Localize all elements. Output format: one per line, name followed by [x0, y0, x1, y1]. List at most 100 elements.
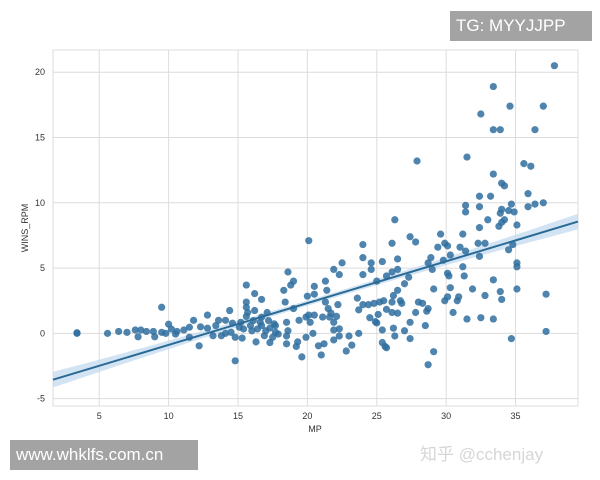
data-point: [389, 324, 398, 332]
data-point: [330, 265, 338, 273]
data-point: [115, 327, 123, 336]
data-points: [73, 62, 559, 369]
data-point: [227, 328, 235, 336]
data-point: [292, 342, 300, 351]
data-point: [496, 287, 504, 296]
data-point: [393, 265, 402, 273]
data-point: [406, 233, 414, 241]
y-axis-label: WINS_RPM: [20, 204, 30, 253]
regression-line-group: [52, 220, 579, 381]
data-point: [459, 263, 467, 271]
data-point: [498, 218, 506, 226]
data-point: [486, 192, 495, 200]
data-point: [505, 207, 513, 215]
data-point: [378, 257, 386, 266]
data-point: [298, 353, 306, 361]
data-point: [427, 254, 435, 262]
data-point: [221, 316, 230, 324]
data-point: [195, 342, 203, 350]
data-point: [461, 201, 470, 210]
data-point: [496, 209, 504, 217]
data-point: [414, 298, 423, 306]
y-tick-label: 20: [35, 67, 45, 77]
data-point: [334, 301, 342, 309]
data-point: [475, 252, 484, 260]
data-point: [513, 221, 521, 229]
data-point: [374, 310, 382, 319]
data-point: [382, 344, 391, 352]
data-point: [330, 336, 338, 344]
data-point: [203, 324, 212, 332]
data-point: [284, 268, 292, 276]
data-point: [378, 326, 386, 334]
data-point: [405, 273, 413, 281]
data-point: [513, 285, 521, 293]
data-point: [321, 298, 330, 306]
data-point: [269, 333, 277, 341]
data-point: [468, 285, 477, 293]
data-point: [367, 259, 375, 267]
data-point: [449, 308, 457, 317]
data-point: [151, 333, 159, 341]
data-point: [455, 293, 463, 301]
data-point: [180, 326, 188, 334]
tg-watermark: TG: MYYJJPP: [450, 11, 592, 41]
data-point: [209, 332, 217, 340]
data-point: [443, 242, 452, 250]
data-point: [382, 305, 391, 313]
data-point: [364, 301, 373, 309]
data-point: [330, 318, 338, 326]
data-point: [391, 332, 399, 340]
data-point: [445, 272, 453, 280]
data-point: [531, 126, 539, 134]
data-point: [539, 199, 547, 207]
data-point: [342, 347, 350, 355]
data-point: [391, 216, 399, 224]
data-point: [507, 200, 515, 208]
data-point: [412, 308, 420, 317]
x-tick-label: 25: [372, 411, 382, 421]
data-point: [542, 327, 550, 336]
data-point: [203, 311, 212, 319]
data-point: [359, 254, 367, 262]
data-point: [398, 299, 406, 307]
data-point: [317, 351, 325, 359]
data-point: [171, 330, 180, 338]
data-point: [134, 333, 142, 341]
data-point: [461, 247, 470, 255]
data-point: [310, 282, 318, 290]
data-point: [287, 281, 295, 289]
data-point: [459, 230, 467, 238]
data-point: [137, 326, 145, 334]
data-point: [393, 286, 402, 294]
y-tick-label: 10: [35, 198, 45, 208]
data-point: [332, 312, 341, 321]
data-point: [484, 216, 492, 224]
data-point: [430, 348, 438, 356]
data-point: [388, 298, 396, 306]
data-point: [256, 318, 264, 326]
data-point: [242, 298, 250, 306]
data-point: [257, 295, 266, 304]
data-point: [345, 332, 353, 340]
data-point: [325, 313, 334, 321]
data-point: [513, 263, 521, 271]
data-point: [270, 320, 278, 328]
data-point: [330, 326, 338, 334]
zhihu-watermark: 知乎 @cchenjay: [420, 445, 544, 464]
data-point: [389, 291, 398, 300]
data-point: [475, 192, 484, 200]
data-point: [413, 157, 421, 165]
data-point: [324, 304, 332, 313]
data-point: [366, 314, 374, 322]
x-axis-label: MP: [308, 424, 322, 434]
data-point: [251, 289, 259, 298]
data-point: [355, 329, 363, 337]
data-point: [489, 276, 497, 284]
data-point: [531, 200, 539, 208]
data-point: [264, 316, 273, 325]
data-point: [524, 203, 532, 211]
data-point: [477, 314, 485, 322]
data-point: [359, 271, 367, 279]
x-tick-label: 15: [233, 411, 243, 421]
